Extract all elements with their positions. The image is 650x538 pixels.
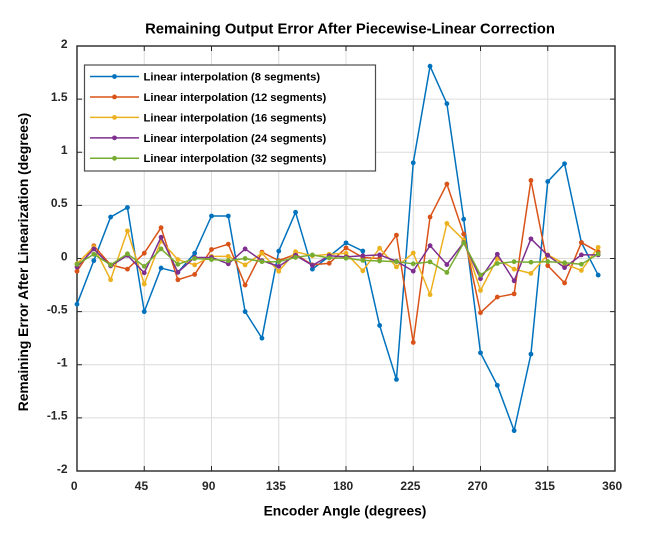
svg-text:1: 1 xyxy=(61,143,68,157)
svg-text:-0.5: -0.5 xyxy=(47,302,68,316)
svg-text:0: 0 xyxy=(71,479,78,493)
svg-text:Encoder Angle (degrees): Encoder Angle (degrees) xyxy=(264,504,427,519)
svg-text:Linear interpolation (32 segme: Linear interpolation (32 segments) xyxy=(144,153,327,165)
svg-text:-2: -2 xyxy=(57,462,68,476)
svg-text:90: 90 xyxy=(202,479,216,493)
svg-text:225: 225 xyxy=(400,479,420,493)
svg-text:Remaining Output Error After P: Remaining Output Error After Piecewise-L… xyxy=(145,21,555,37)
svg-text:45: 45 xyxy=(135,479,149,493)
svg-text:135: 135 xyxy=(266,479,286,493)
svg-text:0: 0 xyxy=(61,249,68,263)
svg-text:Linear interpolation (12 segme: Linear interpolation (12 segments) xyxy=(144,92,327,104)
svg-text:Linear interpolation (8 segmen: Linear interpolation (8 segments) xyxy=(144,71,321,83)
svg-text:0.5: 0.5 xyxy=(51,196,68,210)
svg-text:270: 270 xyxy=(468,479,488,493)
svg-text:2: 2 xyxy=(61,37,68,51)
svg-text:Linear interpolation (16 segme: Linear interpolation (16 segments) xyxy=(144,112,327,124)
svg-text:180: 180 xyxy=(333,479,353,493)
svg-text:360: 360 xyxy=(602,479,622,493)
svg-text:315: 315 xyxy=(535,479,555,493)
svg-text:Remaining Error After Lineariz: Remaining Error After Linearization (deg… xyxy=(16,113,31,411)
svg-text:-1: -1 xyxy=(57,356,68,370)
svg-text:1.5: 1.5 xyxy=(51,90,68,104)
svg-text:Linear interpolation (24 segme: Linear interpolation (24 segments) xyxy=(144,133,327,145)
svg-text:-1.5: -1.5 xyxy=(47,409,68,423)
